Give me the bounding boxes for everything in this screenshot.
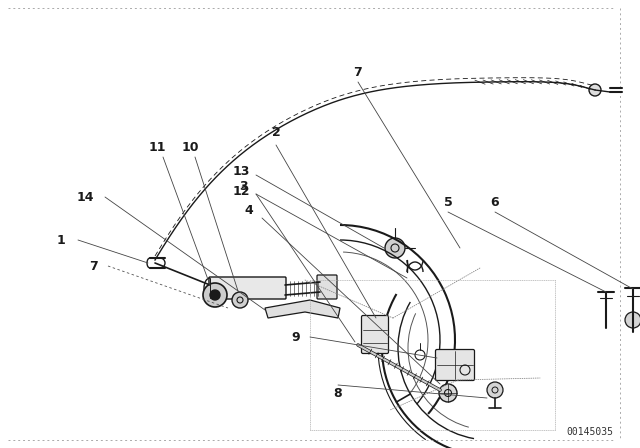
Text: 8: 8 (333, 387, 342, 400)
Circle shape (385, 238, 405, 258)
Circle shape (589, 84, 601, 96)
Text: 7: 7 (88, 259, 97, 272)
Circle shape (439, 384, 457, 402)
Text: 7: 7 (354, 65, 362, 78)
Text: 13: 13 (232, 164, 250, 177)
Circle shape (210, 290, 220, 300)
Circle shape (625, 312, 640, 328)
FancyBboxPatch shape (209, 277, 286, 299)
FancyBboxPatch shape (317, 275, 337, 299)
Text: 10: 10 (181, 141, 199, 154)
Text: 00145035: 00145035 (566, 427, 614, 437)
Text: 4: 4 (244, 203, 253, 216)
Text: 6: 6 (491, 195, 499, 208)
Text: 14: 14 (76, 190, 93, 203)
Text: 3: 3 (239, 180, 247, 193)
Polygon shape (265, 300, 340, 318)
Circle shape (232, 292, 248, 308)
Circle shape (487, 382, 503, 398)
Circle shape (203, 283, 227, 307)
FancyBboxPatch shape (362, 315, 388, 353)
Text: 9: 9 (292, 331, 300, 344)
FancyBboxPatch shape (435, 349, 474, 380)
Text: 11: 11 (148, 141, 166, 154)
Text: 12: 12 (232, 185, 250, 198)
Text: 2: 2 (271, 125, 280, 138)
Text: 5: 5 (444, 195, 452, 208)
Text: 1: 1 (56, 233, 65, 246)
